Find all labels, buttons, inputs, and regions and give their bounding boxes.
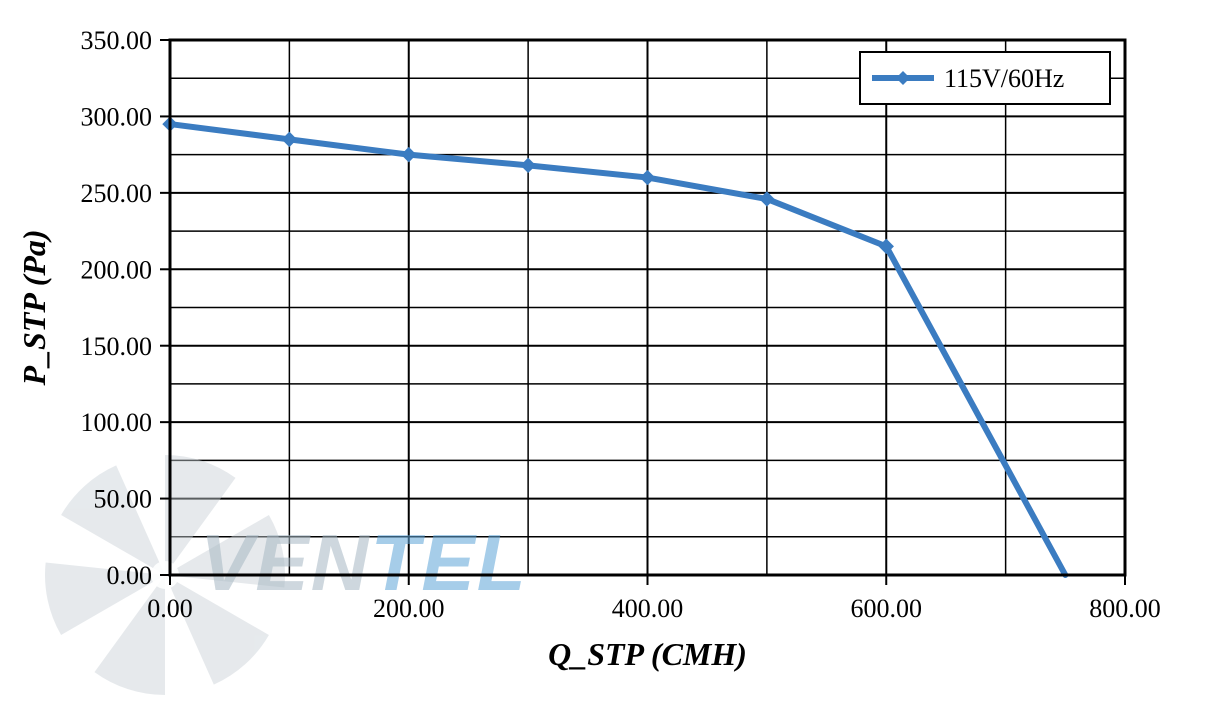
x-axis-title: Q_STP (CMH) xyxy=(548,636,747,672)
x-tick-label: 0.00 xyxy=(147,594,193,623)
chart-svg: VENTEL0.00200.00400.00600.00800.000.0050… xyxy=(0,0,1211,708)
legend-label: 115V/60Hz xyxy=(944,64,1064,93)
y-tick-label: 50.00 xyxy=(94,485,153,514)
y-tick-label: 250.00 xyxy=(81,179,153,208)
watermark-text: VENTEL xyxy=(200,518,528,607)
chart-container: VENTEL0.00200.00400.00600.00800.000.0050… xyxy=(0,0,1211,708)
y-tick-label: 300.00 xyxy=(81,103,153,132)
x-tick-label: 400.00 xyxy=(612,594,684,623)
x-tick-label: 800.00 xyxy=(1089,594,1161,623)
page-root: { "chart": { "type": "line", "background… xyxy=(0,0,1211,708)
y-tick-label: 100.00 xyxy=(81,408,153,437)
y-tick-label: 0.00 xyxy=(107,561,153,590)
x-tick-label: 200.00 xyxy=(373,594,445,623)
y-tick-label: 350.00 xyxy=(81,26,153,55)
y-tick-label: 150.00 xyxy=(81,332,153,361)
y-tick-label: 200.00 xyxy=(81,255,153,284)
x-tick-label: 600.00 xyxy=(851,594,923,623)
y-axis-title: P_STP (Pa) xyxy=(16,229,52,386)
